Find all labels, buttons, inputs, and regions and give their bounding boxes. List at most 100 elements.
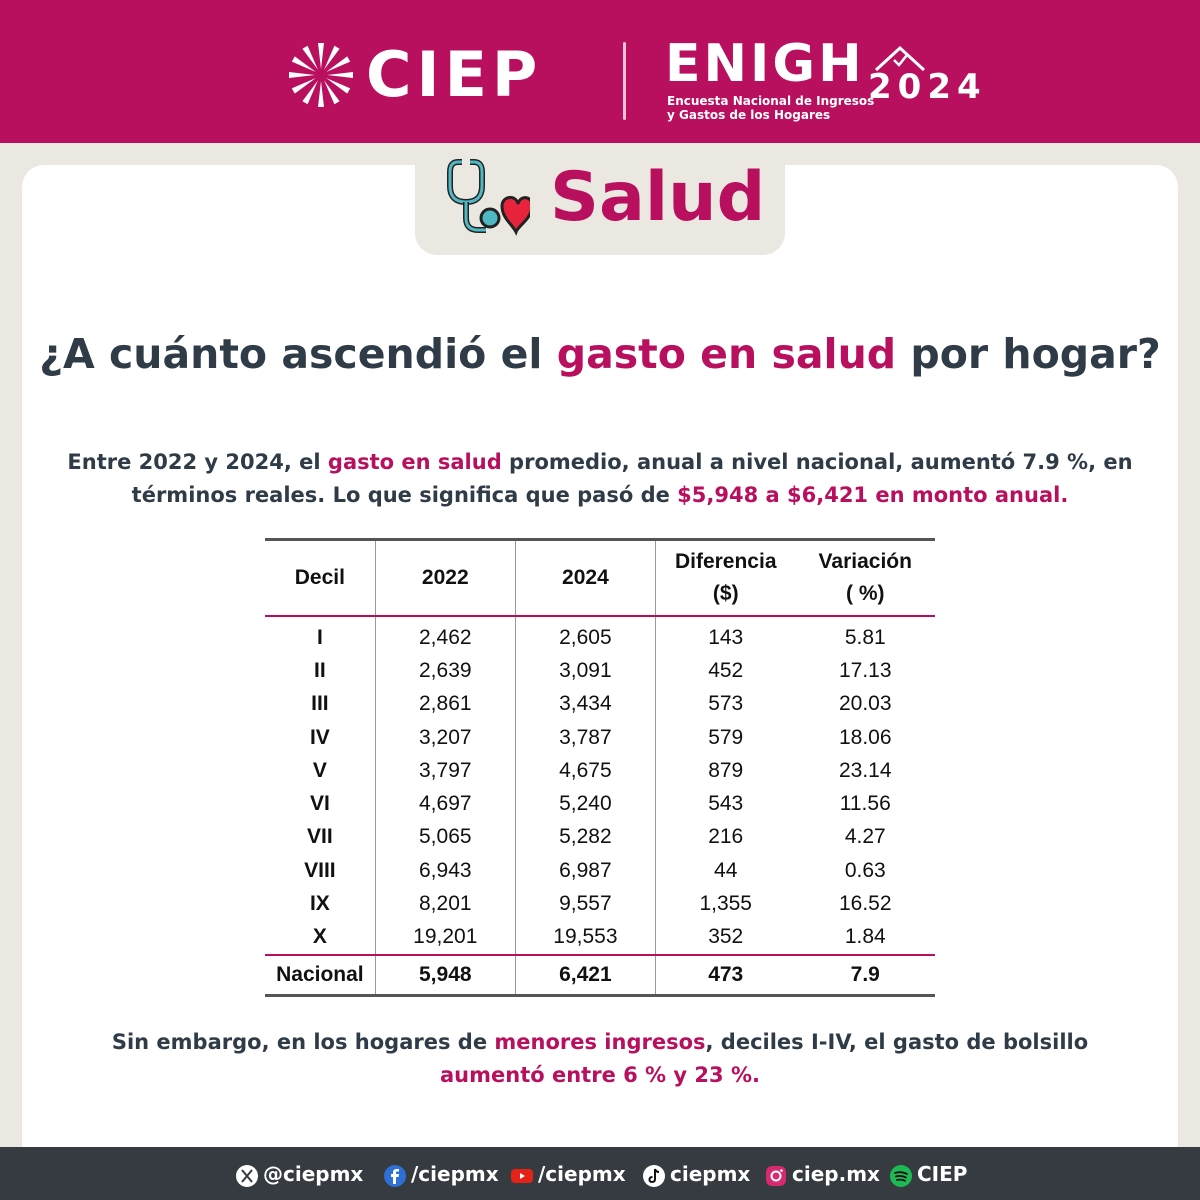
cell-decil: I [316,625,323,649]
cell-2024-total: 6,421 [514,954,656,996]
x-icon [236,1164,258,1187]
facebook-icon [384,1164,406,1187]
ciep-logo: CIEP [286,40,606,110]
cell-decil: VII [307,825,333,849]
cell-decil-total: Nacional [276,962,364,986]
closing-part-2: , deciles I-IV, el gasto de bolsillo [705,1030,1089,1054]
cell-2024: 2,605 [514,616,656,655]
cell-decil: VI [309,792,330,816]
cell-variacion: 0.63 [844,858,886,882]
enigh-year: 2024 [868,67,987,107]
cell-variacion: 17.13 [838,658,892,682]
cell-2022: 3,797 [374,754,516,788]
table-row: V 3,797 4,675 879 23.14 [265,754,935,788]
social-facebook[interactable]: /ciepmx [383,1160,499,1188]
header-variacion: Variación ( %) [796,540,936,617]
enigh-subtitle-line-2: y Gastos de los Hogares [667,108,831,122]
header-divider [623,42,626,120]
header-diferencia: Diferencia ($) [654,539,796,616]
table-row: VI 4,697 5,240 543 11.56 [265,787,935,821]
table-row: II 2,639 3,091 452 17.13 [265,654,935,688]
cell-2024: 19,553 [514,920,656,955]
tiktok-icon [643,1164,665,1187]
spotify-icon [890,1164,912,1187]
cell-diferencia: 216 [654,820,796,855]
cell-2024: 4,675 [514,754,656,788]
cell-2024: 5,240 [514,787,656,821]
cell-variacion: 1.84 [844,925,886,949]
cell-2024: 9,557 [514,887,656,921]
cell-2022: 3,207 [374,720,516,755]
cell-2024: 3,434 [514,687,656,721]
cell-diferencia: 879 [654,754,796,788]
enigh-logo: ENIGH 2024 Encuesta Nacional de Ingresos… [665,30,987,130]
cell-decil: V [312,758,327,782]
cell-2022: 8,201 [374,887,516,921]
cell-diferencia: 143 [654,616,796,655]
stethoscope-heart-icon [447,159,530,236]
table-row: III 2,861 3,434 573 20.03 [265,687,935,721]
cell-diferencia: 579 [654,720,796,755]
social-instagram[interactable]: ciep.mx [764,1160,880,1188]
social-youtube[interactable]: /ciepmx [510,1160,626,1188]
cell-diferencia: 352 [654,920,796,955]
cell-2022: 6,943 [374,854,516,888]
instagram-icon [766,1165,786,1186]
cell-2024: 3,091 [514,654,656,688]
question-prefix: ¿A cuánto ascendió el [39,330,557,378]
cell-2022: 4,697 [374,787,516,821]
table-row: IX 8,201 9,557 1,355 16.52 [265,887,935,921]
header-decil: Decil [294,566,345,589]
cell-diferencia: 573 [654,687,796,721]
header-2024: 2024 [514,539,656,616]
enigh-subtitle-line-1: Encuesta Nacional de Ingresos [667,94,875,108]
table-header-row: Decil 2022 2024 Diferencia ($) Variación (… [265,539,936,617]
social-facebook-label: /ciepmx [411,1162,499,1186]
intro-highlight-1: gasto en salud [327,450,502,474]
cell-2024: 5,282 [514,820,656,855]
header-variacion-line-2: ( %) [846,582,885,605]
cell-variacion: 16.52 [838,892,892,916]
cell-2022: 2,639 [374,654,516,688]
enigh-wordmark: ENIGH [665,34,865,94]
cell-variacion: 23.14 [838,758,892,782]
closing-highlight-2: aumentó entre 6 % y 23 %. [440,1063,760,1087]
social-spotify[interactable]: CIEP [889,1160,967,1188]
health-spending-table: Decil 2022 2024 Diferencia ($) Variación (… [265,538,935,997]
question-suffix: por hogar? [896,330,1161,378]
cell-variacion-total: 7.9 [850,962,880,986]
header-banner: CIEP ENIGH 2024 Encuesta Nacional de Ing… [0,0,1200,143]
cell-2022: 5,065 [374,820,516,855]
cell-2024: 6,987 [514,854,656,888]
social-tiktok[interactable]: ciepmx [642,1160,750,1188]
footer-social-bar: @ciepmx /ciepmx /ciepmx ciepmx ciep.mx C… [0,1147,1200,1200]
youtube-icon [511,1168,533,1183]
social-x-label: @ciepmx [263,1162,364,1186]
table-total-row: Nacional 5,948 6,421 473 7.9 [265,954,935,996]
section-title: Salud [550,158,766,237]
cell-2022: 2,861 [374,687,516,721]
social-youtube-label: /ciepmx [538,1162,626,1186]
cell-decil: VIII [304,858,336,882]
cell-diferencia: 452 [654,654,796,688]
social-instagram-label: ciep.mx [792,1162,880,1186]
closing-highlight-1: menores ingresos [494,1030,706,1054]
cell-2022: 2,462 [374,616,516,655]
table-row: VIII 6,943 6,987 44 0.63 [265,854,935,888]
cell-variacion: 4.27 [844,825,886,849]
cell-decil: III [311,692,329,716]
cell-diferencia: 44 [654,854,796,888]
cell-diferencia-total: 473 [654,954,796,996]
social-tiktok-label: ciepmx [670,1162,751,1186]
social-x[interactable]: @ciepmx [235,1160,363,1188]
table-row: VII 5,065 5,282 216 4.27 [265,820,935,855]
closing-paragraph: Sin embargo, en los hogares de menores i… [60,1026,1140,1092]
enigh-subtitle: Encuesta Nacional de Ingresos y Gastos d… [667,94,874,122]
cell-2024: 3,787 [514,720,656,755]
table-row: I 2,462 2,605 143 5.81 [265,616,935,655]
table-row: IV 3,207 3,787 579 18.06 [265,720,935,755]
question-highlight: gasto en salud [556,330,897,378]
cell-decil: IV [309,725,330,749]
cell-decil: II [314,658,326,682]
cell-variacion: 11.56 [839,792,891,816]
